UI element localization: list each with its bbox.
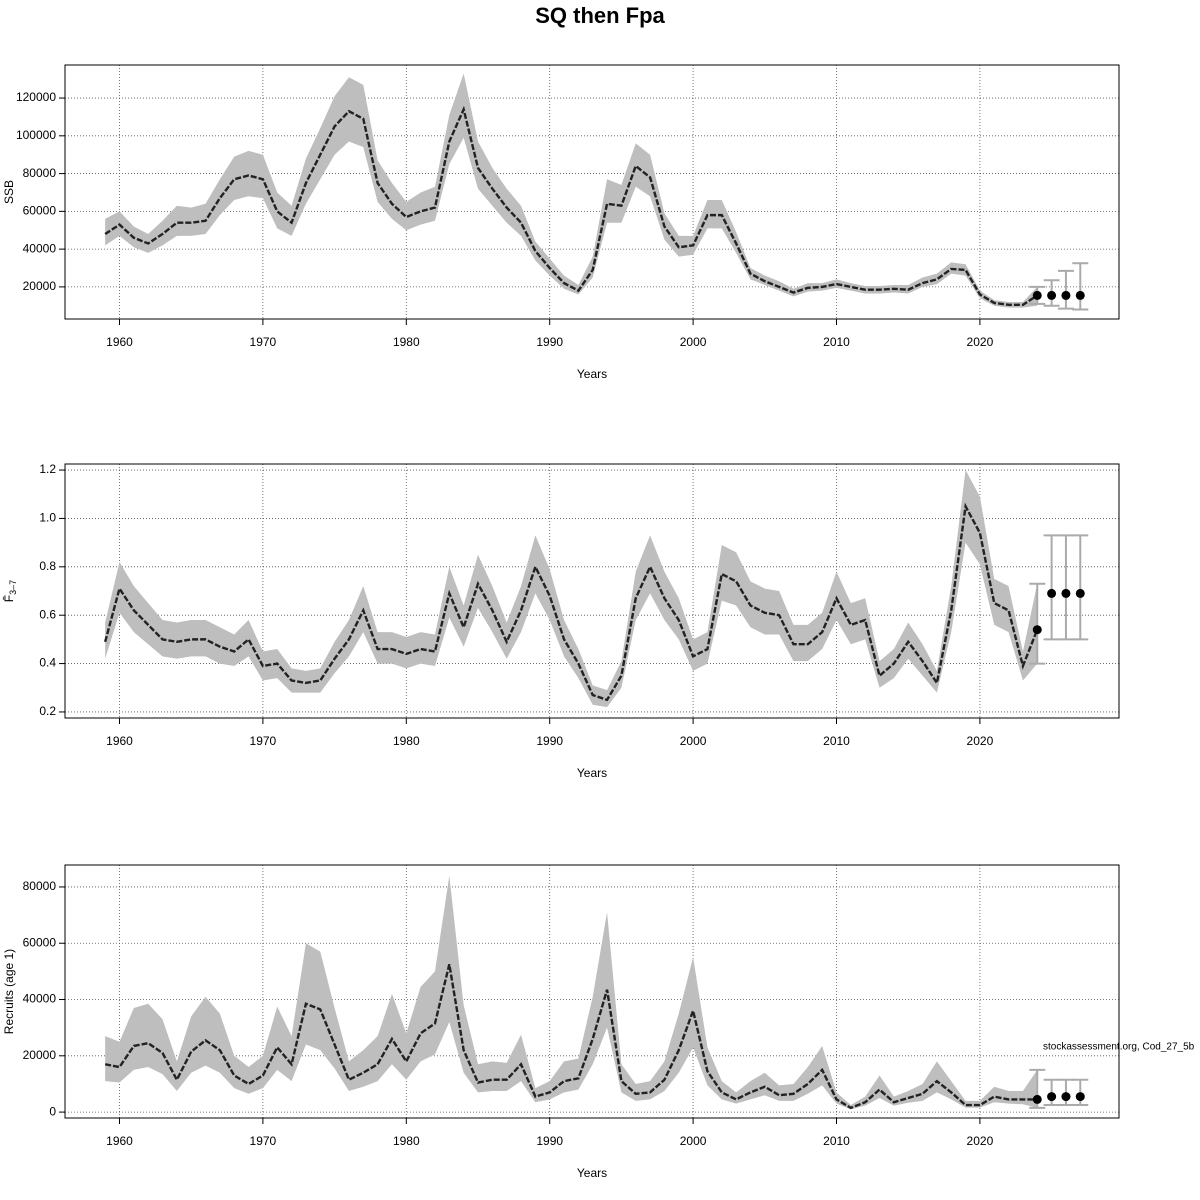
- y-tick-label: 80000: [23, 166, 57, 180]
- forecast-point: [1075, 1092, 1085, 1102]
- forecast-point: [1061, 1092, 1071, 1102]
- y-axis-label-main: Recruits (age 1): [2, 949, 16, 1034]
- x-tick-label: 2010: [823, 734, 850, 748]
- annotation: stockassessment.org, Cod_27_5b: [1043, 1042, 1195, 1053]
- x-tick-label: 2010: [823, 335, 850, 349]
- y-tick-label: 80000: [23, 879, 57, 893]
- x-tick-label: 1970: [250, 734, 277, 748]
- y-tick-label: 1.2: [39, 462, 56, 476]
- y-tick-label: 100000: [16, 128, 56, 142]
- panel: 1960 1970 1980 1990 2000 2010 2020 0.2 0.4 0.6 0.8…: [2, 462, 1120, 780]
- plot-frame: [64, 64, 1120, 320]
- y-axis-label-main: SSB: [2, 180, 16, 204]
- y-tick-label: 60000: [23, 204, 57, 218]
- x-tick-label: 2000: [680, 734, 707, 748]
- y-axis-label: F̄3–7: [2, 580, 18, 602]
- x-tick-label: 1980: [393, 734, 420, 748]
- forecast-point: [1032, 625, 1042, 635]
- x-tick-label: 1960: [106, 1134, 133, 1148]
- x-tick-label: 2020: [967, 335, 994, 349]
- confidence-band: [105, 470, 1038, 708]
- y-tick-label: 60000: [23, 935, 57, 949]
- y-tick-label: 0.6: [39, 607, 56, 621]
- y-tick-label: 0.2: [39, 704, 56, 718]
- forecast-point: [1061, 290, 1071, 300]
- y-axis-label: Recruits (age 1): [2, 949, 16, 1034]
- estimate-line: [103, 502, 1039, 702]
- y-tick-label: 20000: [23, 279, 57, 293]
- forecast-point: [1047, 290, 1057, 300]
- x-tick-label: 1980: [393, 335, 420, 349]
- plot-frame: [64, 864, 1120, 1119]
- y-axis-label-main: F̄: [2, 595, 16, 602]
- y-tick-label: 0.4: [39, 656, 56, 670]
- y-tick-label: 0.8: [39, 559, 56, 573]
- forecast-point: [1032, 290, 1042, 300]
- figure-title: SQ then Fpa: [535, 3, 665, 28]
- y-tick-label: 120000: [16, 90, 56, 104]
- x-axis-label: Years: [577, 1166, 607, 1180]
- x-tick-label: 1980: [393, 1134, 420, 1148]
- confidence-band: [105, 875, 1038, 1110]
- y-tick-label: 40000: [23, 241, 57, 255]
- plot-frame: [64, 463, 1120, 719]
- x-tick-label: 1990: [536, 1134, 563, 1148]
- x-tick-label: 1990: [536, 335, 563, 349]
- x-tick-label: 2020: [967, 1134, 994, 1148]
- y-tick-label: 20000: [23, 1048, 57, 1062]
- x-tick-label: 1990: [536, 734, 563, 748]
- y-axis-label: SSB: [2, 180, 16, 204]
- forecast-point: [1047, 1092, 1057, 1102]
- panel: 1960 1970 1980 1990 2000 2010 2020 20000 40000 60…: [2, 64, 1120, 381]
- forecast-point: [1075, 290, 1085, 300]
- estimate-line: [104, 105, 1038, 307]
- y-axis-label-subscript: 3–7: [8, 580, 18, 595]
- y-tick-label: 40000: [23, 992, 57, 1006]
- forecast-point: [1032, 1094, 1042, 1104]
- x-tick-label: 1960: [106, 335, 133, 349]
- x-tick-label: 1960: [106, 734, 133, 748]
- x-axis-label: Years: [577, 766, 607, 780]
- x-tick-label: 2010: [823, 1134, 850, 1148]
- x-tick-label: 1970: [250, 1134, 277, 1148]
- confidence-band: [105, 73, 1038, 308]
- forecast-point: [1075, 588, 1085, 598]
- forecast-point: [1061, 588, 1071, 598]
- panel: 1960 1970 1980 1990 2000 2010 2020 0 20000 40000 6…: [2, 864, 1195, 1180]
- x-tick-label: 1970: [250, 335, 277, 349]
- x-tick-label: 2000: [680, 335, 707, 349]
- x-tick-label: 2000: [680, 1134, 707, 1148]
- x-axis-label: Years: [577, 367, 607, 381]
- y-tick-label: 0: [49, 1104, 56, 1118]
- y-tick-label: 1.0: [39, 511, 56, 525]
- x-tick-label: 2020: [967, 734, 994, 748]
- estimate-line: [104, 964, 1038, 1110]
- forecast-point: [1047, 588, 1057, 598]
